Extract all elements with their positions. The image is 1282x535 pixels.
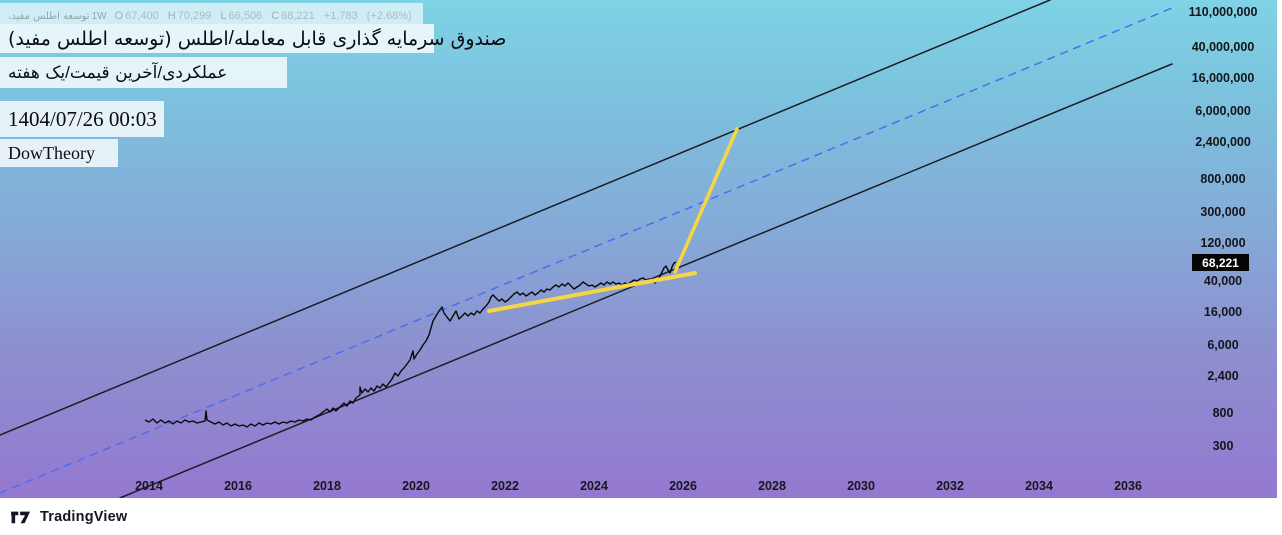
y-axis-label: 300,000 (1200, 205, 1246, 220)
legend-timeframe: 1W (91, 11, 107, 22)
x-axis-label: 2032 (936, 479, 964, 493)
legend-open-value: 67,400 (125, 10, 159, 22)
legend-open-label: O (114, 10, 124, 22)
x-axis-label: 2030 (847, 479, 875, 493)
x-axis-label: 2018 (313, 479, 341, 493)
y-axis-label: 16,000 (1203, 304, 1243, 319)
breakout-trendline[interactable] (673, 127, 739, 274)
x-axis-label: 2026 (669, 479, 697, 493)
x-axis-label: 2022 (491, 479, 519, 493)
y-axis-label: 120,000 (1200, 236, 1246, 251)
x-axis-label: 2016 (224, 479, 252, 493)
tradingview-brand[interactable]: TradingView (40, 508, 128, 525)
legend-symbol-name: توسعه اطلس مفید، (8, 11, 90, 22)
channel-middle-line[interactable] (0, 7, 1173, 494)
y-axis-label: 800 (1212, 406, 1234, 421)
legend[interactable]: توسعه اطلس مفید، 1W O 67,400 H 70,299 L … (0, 3, 423, 24)
y-axis-label: 40,000 (1203, 273, 1243, 288)
title-fund-type-part: صندوق سرمایه گذاری قابل معامله (233, 27, 507, 50)
x-axis-label: 2036 (1114, 479, 1142, 493)
datetime-annotation[interactable]: 1404/07/26 00:03 (0, 101, 164, 137)
last-price-badge: 68,221 (1192, 254, 1249, 272)
subtitle-separator: / (65, 62, 70, 82)
y-axis-label: 110,000,000 (1188, 5, 1258, 20)
x-axis-label: 2034 (1025, 479, 1053, 493)
x-axis-label: 2028 (758, 479, 786, 493)
support-trendline[interactable] (487, 271, 697, 313)
chart-canvas[interactable]: 2014 2016 2018 2020 2022 2024 2026 2028 2030 2032… (0, 0, 1277, 498)
y-axis-label: 800,000 (1200, 172, 1246, 187)
y-axis-label: 2,400,000 (1195, 134, 1251, 149)
y-axis-label: 6,000 (1207, 337, 1239, 352)
legend-close-label: C (271, 10, 280, 22)
legend-high-label: H (167, 10, 176, 22)
last-price-value: 68,221 (1202, 255, 1239, 270)
title-symbol-part: اطلس (توسعه اطلس مفید) (8, 27, 229, 50)
y-axis-label: 40,000,000 (1191, 39, 1255, 54)
subtitle-separator: / (157, 62, 163, 82)
x-axis-label: 2024 (580, 479, 608, 493)
channel-upper-line[interactable] (0, 0, 1051, 436)
x-axis-label: 2014 (135, 479, 163, 493)
title-separator: / (228, 27, 234, 49)
legend-change-value: +1,783 (323, 10, 358, 22)
chart-drawing-layer (0, 0, 1173, 498)
subtitle-performance: عملکردی (162, 62, 228, 83)
subtitle-timeframe: یک هفته (8, 62, 66, 83)
datetime-text: 1404/07/26 00:03 (8, 106, 157, 131)
chart-title-annotation[interactable]: اطلس (توسعه اطلس مفید) / صندوق سرمایه گذ… (0, 24, 506, 53)
y-axis-label: 16,000,000 (1191, 70, 1255, 85)
legend-close-value: 68,221 (281, 10, 315, 22)
y-axis-label: 300 (1212, 439, 1234, 454)
legend-high-value: 70,299 (177, 10, 212, 22)
legend-low-label: L (220, 10, 227, 22)
x-axis-label: 2020 (402, 479, 430, 493)
dow-theory-text: DowTheory (8, 142, 95, 163)
tradingview-logo-icon[interactable] (9, 508, 33, 526)
legend-low-value: 66,506 (228, 10, 263, 22)
footer: TradingView (0, 498, 1282, 535)
chart-subtitle-annotation[interactable]: یک هفته / آخرین قیمت / عملکردی (0, 57, 287, 88)
dow-theory-annotation[interactable]: DowTheory (0, 139, 118, 167)
price-line[interactable] (144, 261, 677, 428)
subtitle-price-type: آخرین قیمت (69, 62, 158, 83)
legend-change-percent: (+2.68%) (366, 10, 412, 22)
y-axis-label: 6,000,000 (1195, 103, 1251, 118)
y-axis-label: 2,400 (1207, 368, 1239, 383)
